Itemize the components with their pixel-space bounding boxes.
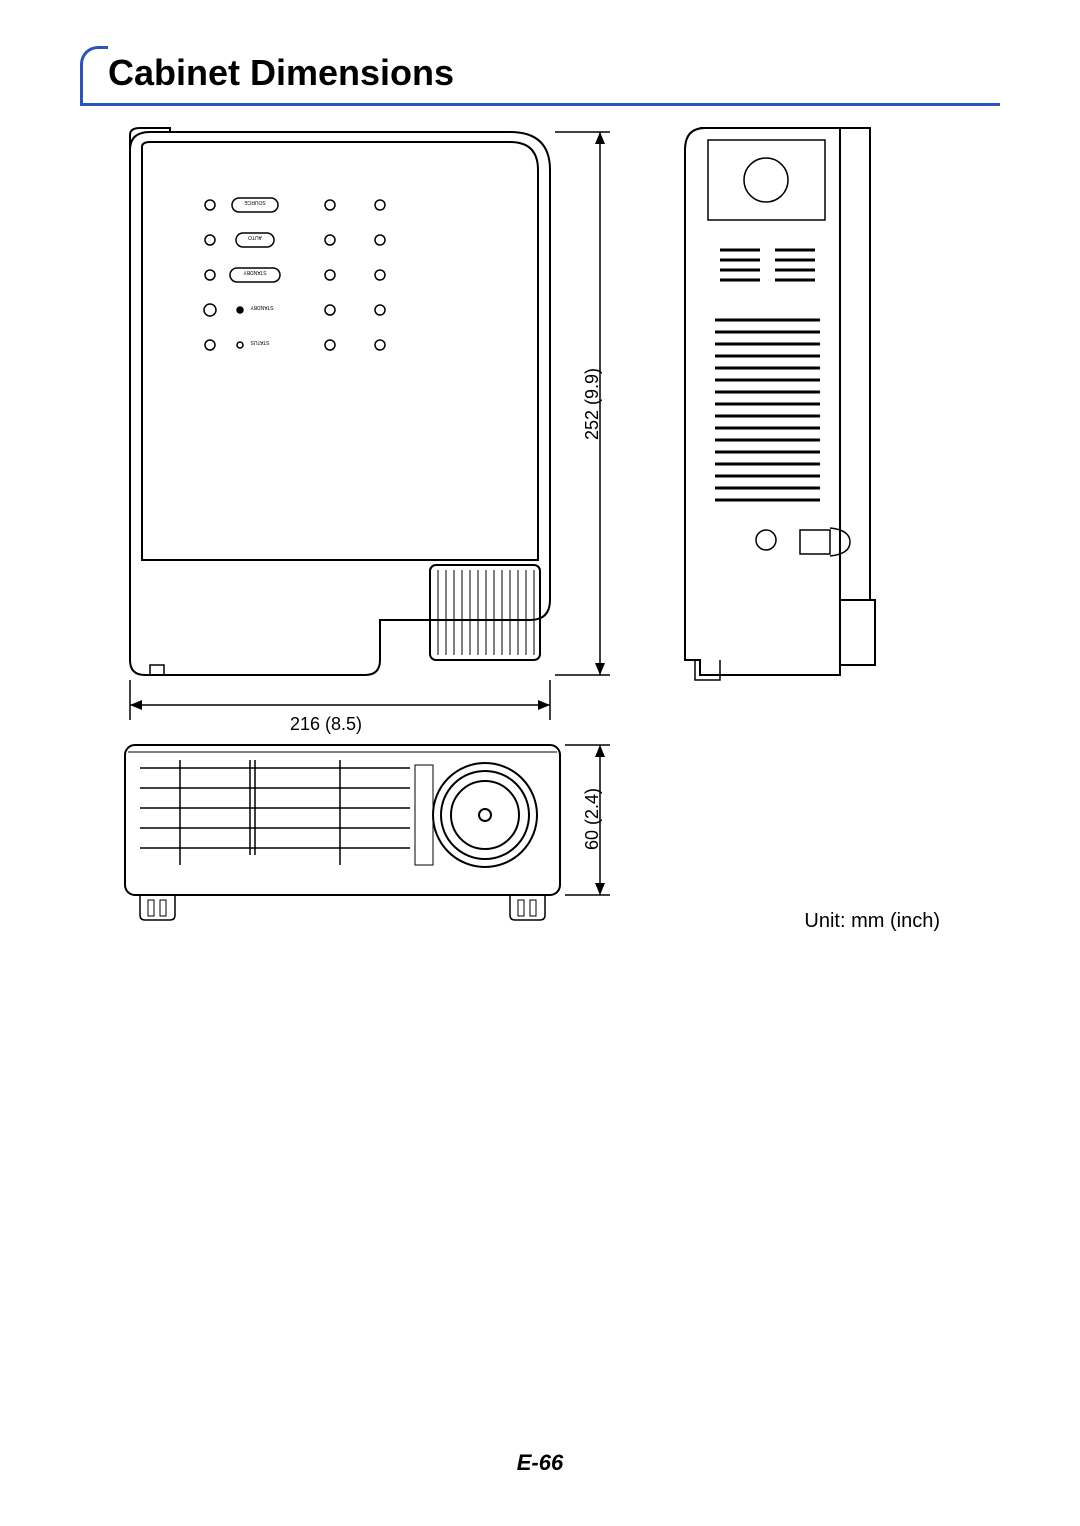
- cabinet-dimensions-diagram: SOURCE AUTO STANDBY STANDBY STATUS: [80, 120, 1000, 1020]
- svg-text:STANDBY: STANDBY: [250, 304, 274, 310]
- dimension-depth-label: 252 (9.9): [582, 368, 603, 440]
- svg-text:STATUS: STATUS: [250, 339, 270, 345]
- svg-text:STANDBY: STANDBY: [243, 269, 267, 275]
- page-title: Cabinet Dimensions: [108, 52, 454, 94]
- title-bar: Cabinet Dimensions: [80, 46, 1000, 106]
- svg-text:SOURCE: SOURCE: [244, 199, 266, 205]
- unit-note: Unit: mm (inch): [804, 910, 940, 933]
- dimensions-svg: SOURCE AUTO STANDBY STANDBY STATUS: [80, 120, 1000, 1020]
- title-underline: [80, 103, 1000, 106]
- document-page: Cabinet Dimensions: [0, 0, 1080, 1526]
- page-number: E-66: [0, 1450, 1080, 1476]
- title-corner-accent: [80, 46, 108, 106]
- dimension-height-label: 60 (2.4): [582, 788, 603, 850]
- svg-text:AUTO: AUTO: [248, 234, 262, 240]
- dimension-width-label: 216 (8.5): [290, 714, 362, 735]
